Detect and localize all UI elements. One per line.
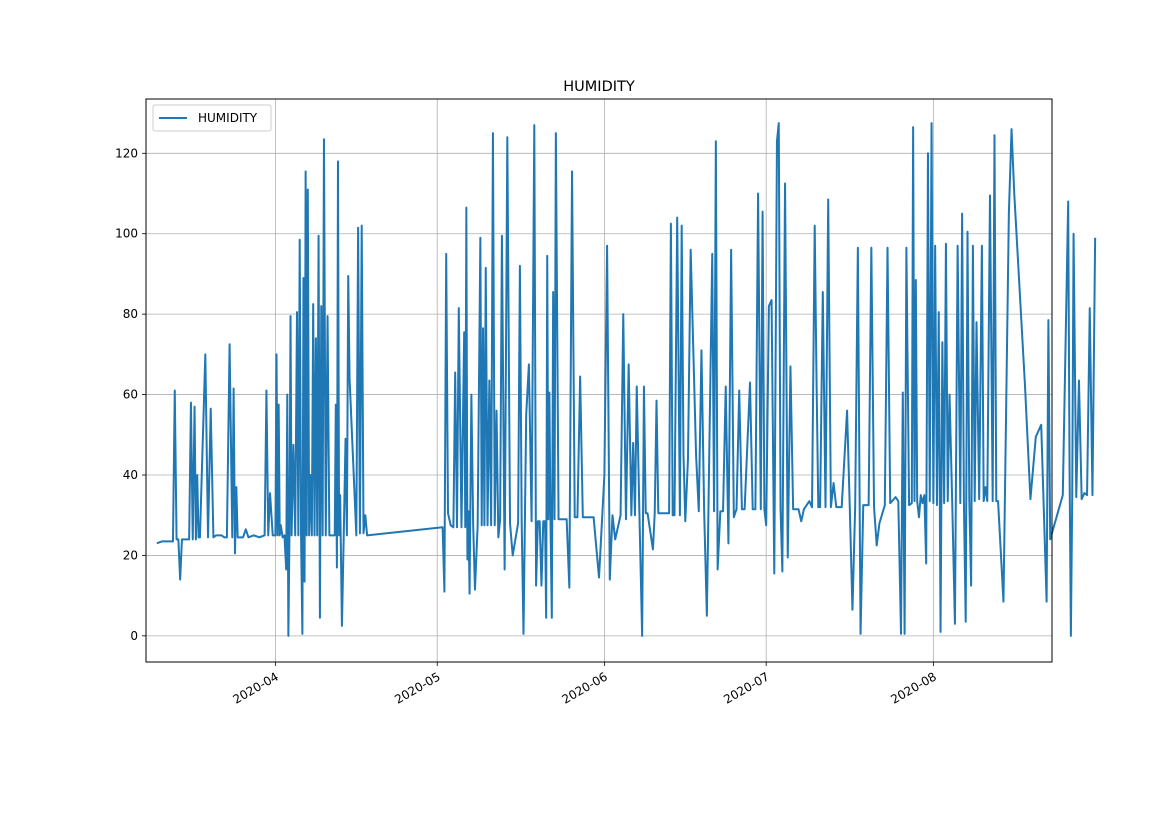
plot-frame: [145, 98, 1053, 663]
y-tick-label: 0: [130, 629, 138, 643]
chart-title: HUMIDITY: [563, 79, 635, 95]
y-tick-label: 120: [115, 146, 138, 160]
y-axis: 0 20 40 60 80 100 120: [115, 146, 146, 643]
y-tick-label: 80: [123, 307, 138, 321]
legend-box: [152, 104, 272, 132]
y-tick-label: 100: [115, 227, 138, 241]
y-tick-label: 20: [123, 548, 138, 562]
legend: HUMIDITY: [152, 104, 272, 132]
y-tick-label: 60: [123, 388, 138, 402]
legend-label: HUMIDITY: [198, 111, 258, 125]
series-line-0: [156, 122, 1097, 637]
series-layer: [156, 122, 1097, 637]
y-tick-label: 40: [123, 468, 138, 482]
